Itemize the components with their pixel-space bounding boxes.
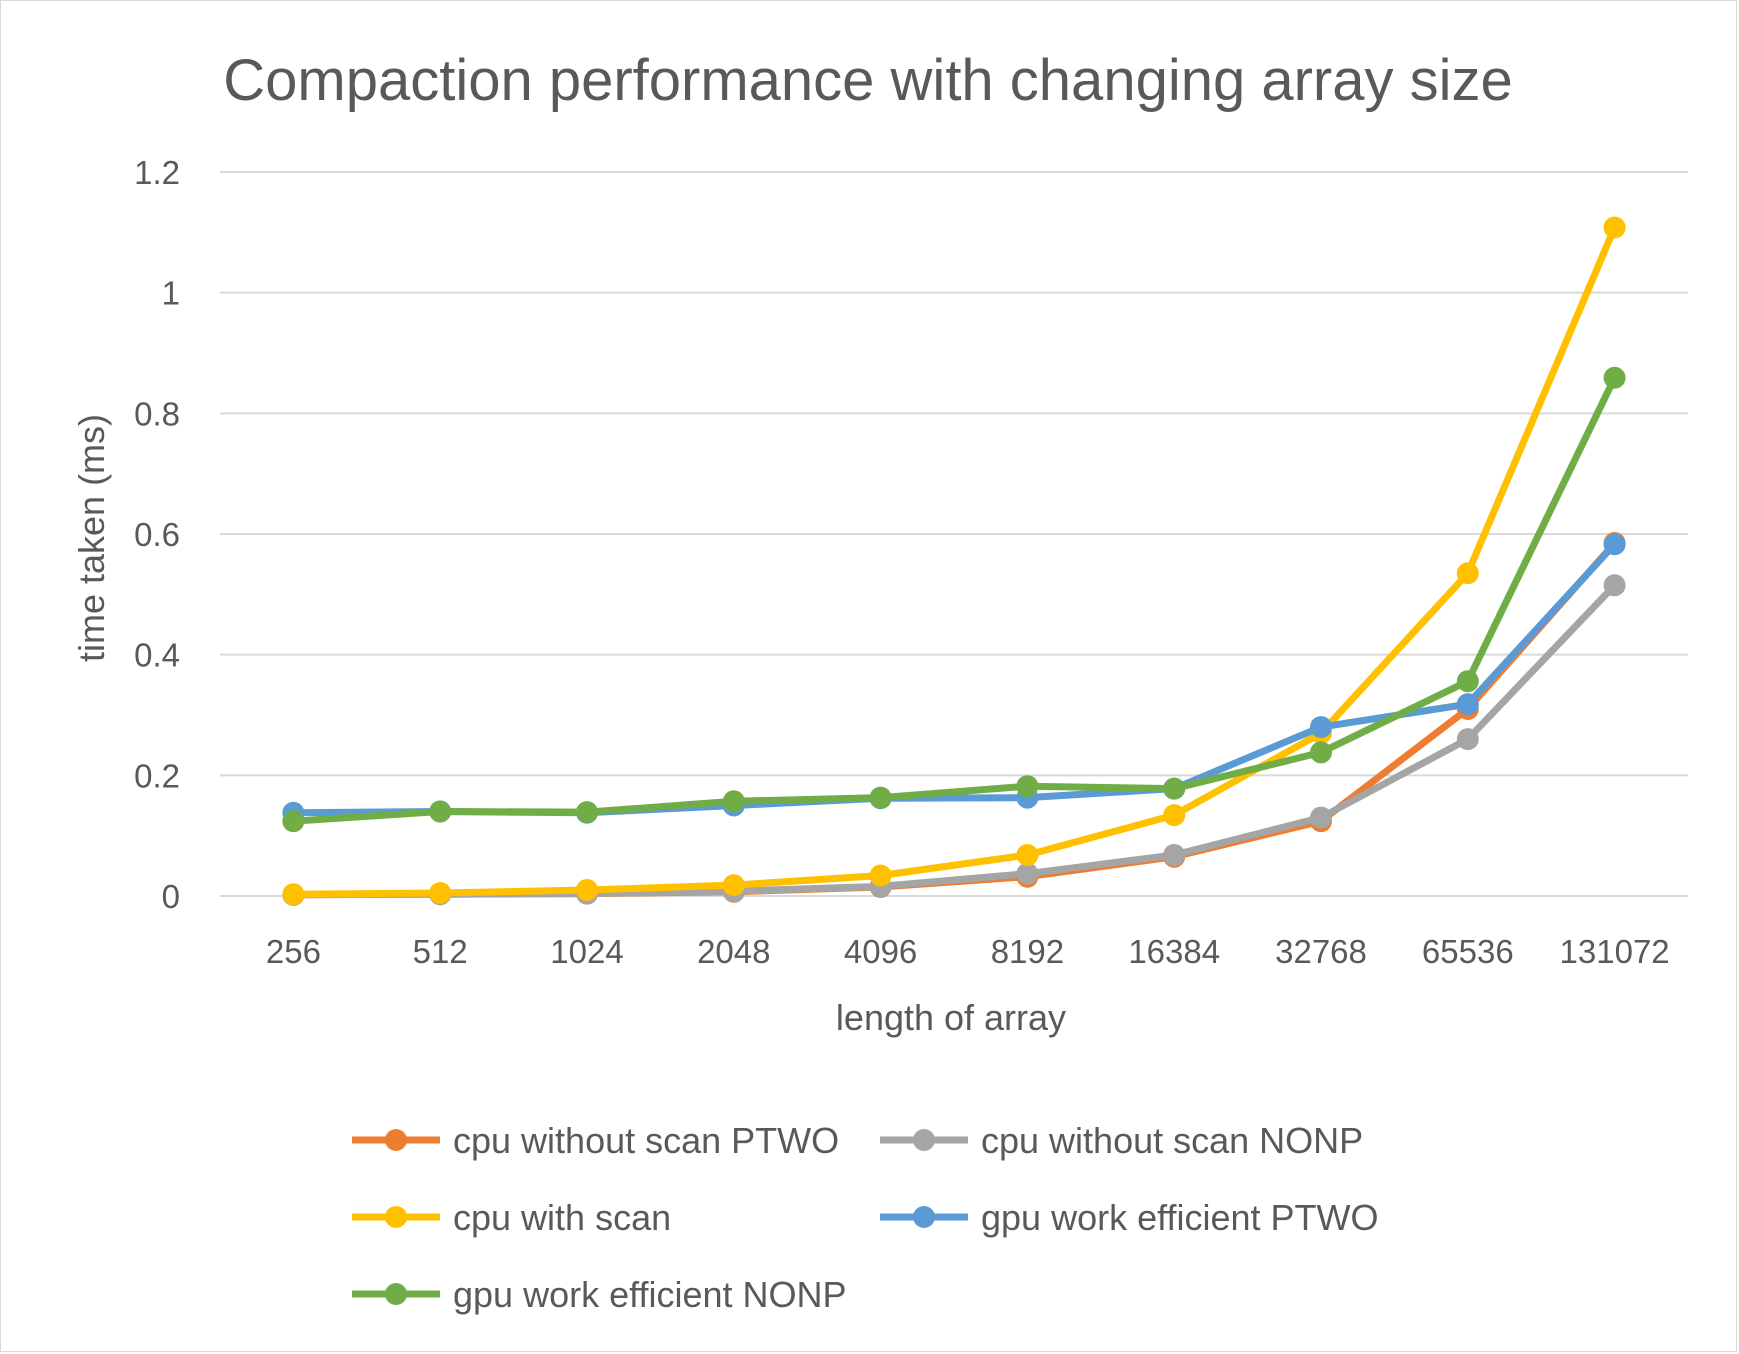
- x-tick-label: 512: [413, 933, 468, 970]
- data-point: [722, 874, 745, 897]
- x-tick-label: 32768: [1275, 933, 1367, 970]
- series-4: [282, 366, 1626, 833]
- data-point: [1603, 366, 1626, 389]
- y-tick-label: 1.2: [134, 154, 180, 191]
- data-point: [1456, 562, 1479, 585]
- data-point: [1456, 728, 1479, 751]
- y-axis-title: time taken (ms): [71, 414, 112, 662]
- legend[interactable]: cpu without scan PTWO cpu without scan NO…: [352, 1120, 1378, 1315]
- legend-item[interactable]: cpu without scan NONP: [880, 1120, 1363, 1161]
- legend-label: cpu with scan: [453, 1197, 671, 1238]
- series: [282, 216, 1626, 906]
- y-axis-ticks: 0 0.2 0.4 0.6 0.8 1 1.2: [134, 154, 180, 915]
- series-line: [289, 539, 1619, 899]
- series-2: [282, 216, 1626, 906]
- data-point: [1016, 843, 1039, 866]
- data-point: [1163, 843, 1186, 866]
- y-tick-label: 0.2: [134, 757, 180, 794]
- x-tick-label: 8192: [991, 933, 1064, 970]
- data-point: [1456, 693, 1479, 716]
- legend-item[interactable]: cpu without scan PTWO: [352, 1120, 839, 1161]
- data-point: [1016, 862, 1039, 885]
- x-tick-label: 1024: [550, 933, 623, 970]
- data-point: [1603, 216, 1626, 239]
- data-point: [722, 790, 745, 813]
- x-axis-title: length of array: [836, 997, 1066, 1038]
- data-point: [429, 800, 452, 823]
- legend-swatch-marker: [913, 1129, 935, 1151]
- legend-label: cpu without scan NONP: [981, 1120, 1363, 1161]
- legend-label: gpu work efficient PTWO: [981, 1197, 1378, 1238]
- data-point: [282, 883, 305, 906]
- y-tick-label: 0.4: [134, 637, 180, 674]
- legend-label: gpu work efficient NONP: [453, 1274, 847, 1315]
- x-tick-label: 131072: [1560, 933, 1670, 970]
- data-point: [1456, 670, 1479, 693]
- series-3: [282, 533, 1626, 824]
- chart-title: Compaction performance with changing arr…: [223, 48, 1513, 113]
- legend-swatch-marker: [913, 1206, 935, 1228]
- series-line: [289, 224, 1619, 898]
- x-tick-label: 256: [266, 933, 321, 970]
- legend-swatch-marker: [385, 1283, 407, 1305]
- data-point: [869, 864, 892, 887]
- data-point: [1310, 806, 1332, 829]
- x-tick-label: 65536: [1422, 933, 1514, 970]
- x-tick-label: 4096: [844, 933, 917, 970]
- data-point: [1603, 533, 1626, 556]
- series-0: [282, 532, 1626, 906]
- y-tick-label: 1: [162, 275, 180, 312]
- data-point: [576, 878, 598, 901]
- data-point: [429, 881, 452, 904]
- data-point: [282, 810, 305, 833]
- y-tick-label: 0: [162, 878, 180, 915]
- legend-swatch-marker: [385, 1206, 407, 1228]
- x-tick-label: 16384: [1128, 933, 1220, 970]
- data-point: [1603, 574, 1626, 597]
- legend-item[interactable]: gpu work efficient PTWO: [880, 1197, 1378, 1238]
- y-tick-label: 0.6: [134, 516, 180, 553]
- series-line: [289, 374, 1619, 825]
- data-point: [869, 786, 892, 809]
- data-point: [576, 801, 598, 824]
- data-point: [1163, 804, 1186, 827]
- y-tick-label: 0.8: [134, 395, 180, 432]
- x-tick-label: 2048: [697, 933, 770, 970]
- legend-swatch-marker: [385, 1129, 407, 1151]
- legend-label: cpu without scan PTWO: [453, 1120, 839, 1161]
- data-point: [1310, 741, 1332, 764]
- grid: [220, 171, 1688, 897]
- legend-item[interactable]: cpu with scan: [352, 1197, 671, 1238]
- x-axis-ticks: 256 512 1024 2048 4096 8192 16384 32768 65536 131…: [266, 933, 1670, 970]
- series-line: [289, 540, 1619, 817]
- data-point: [1016, 775, 1039, 798]
- data-point: [1310, 716, 1332, 739]
- legend-item[interactable]: gpu work efficient NONP: [352, 1274, 847, 1315]
- data-point: [1163, 777, 1186, 800]
